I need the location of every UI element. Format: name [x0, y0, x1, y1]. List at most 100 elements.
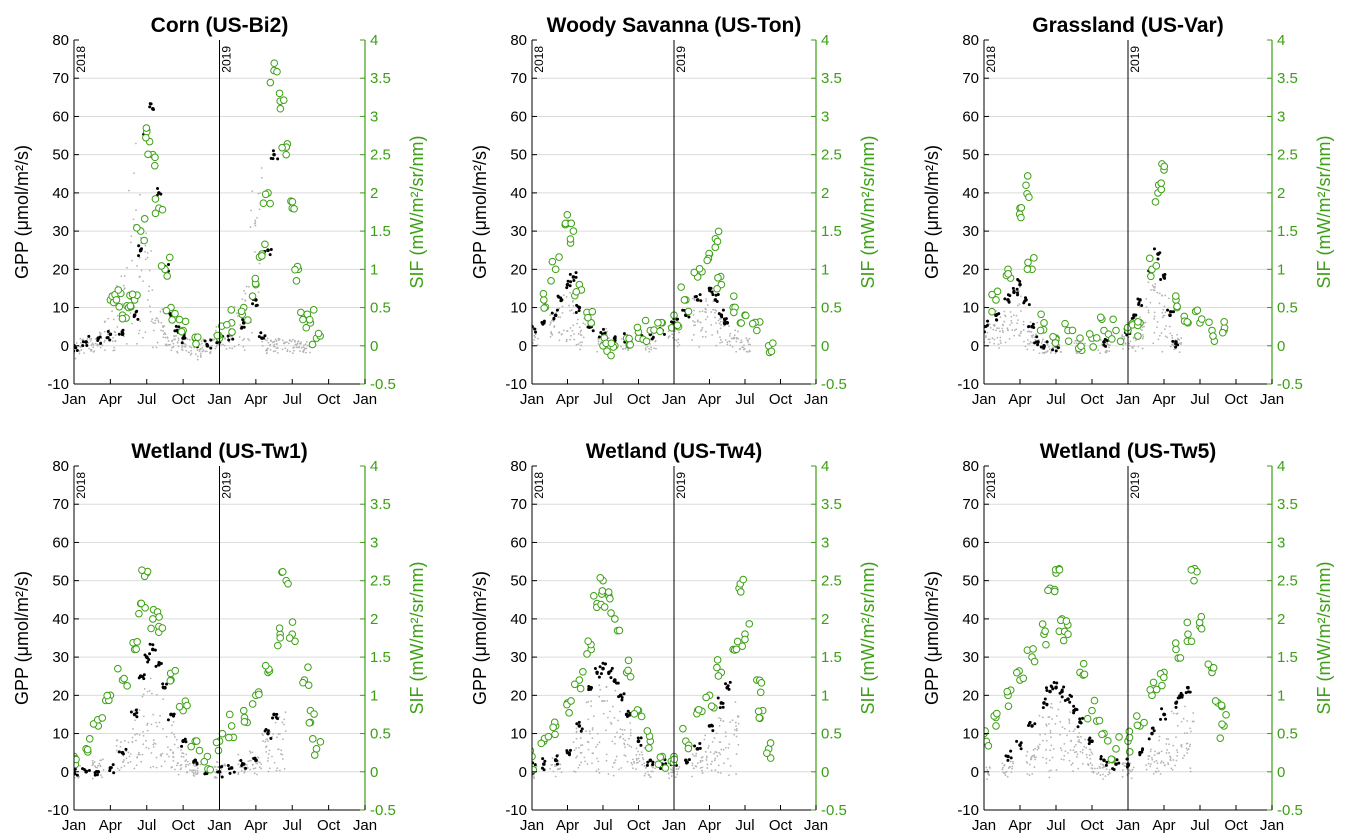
gpp-halfhourly-point — [194, 765, 196, 767]
gpp-halfhourly-point — [741, 346, 743, 349]
gpp-halfhourly-point — [200, 356, 202, 358]
gpp-halfhourly-point — [701, 328, 703, 331]
gpp-halfhourly-point — [181, 348, 183, 351]
gpp-daily-point — [96, 337, 100, 341]
gpp-halfhourly-point — [284, 341, 287, 344]
sif-point — [1211, 697, 1220, 705]
gpp-daily-point — [598, 665, 602, 669]
gpp-daily-point — [143, 653, 147, 657]
gpp-halfhourly-point — [1068, 722, 1071, 725]
x-tick-label: Jul — [137, 817, 156, 834]
sif-point — [168, 316, 176, 324]
left-tick-label: 80 — [962, 32, 979, 49]
gpp-halfhourly-point — [1121, 335, 1124, 338]
gpp-halfhourly-point — [602, 712, 605, 715]
gpp-halfhourly-point — [199, 354, 202, 357]
gpp-halfhourly-point — [1172, 744, 1175, 747]
gpp-halfhourly-point — [233, 306, 236, 308]
gpp-daily-point — [1042, 346, 1046, 350]
gpp-halfhourly-point — [244, 292, 247, 295]
gpp-halfhourly-point — [1159, 772, 1162, 775]
gpp-daily-point — [572, 279, 576, 283]
gpp-halfhourly-point — [716, 755, 719, 757]
gpp-halfhourly-point — [700, 330, 702, 332]
gpp-halfhourly-point — [172, 720, 175, 723]
gpp-daily-point — [1051, 348, 1055, 352]
gpp-halfhourly-point — [1071, 762, 1074, 765]
gpp-halfhourly-point — [1022, 329, 1025, 331]
gpp-halfhourly-point — [159, 310, 162, 313]
x-tick-label: Jul — [137, 391, 156, 408]
gpp-halfhourly-point — [1168, 325, 1171, 328]
gpp-daily-point — [1168, 313, 1172, 318]
gpp-halfhourly-point — [259, 761, 261, 764]
gpp-halfhourly-point — [196, 771, 199, 774]
gpp-daily-point — [136, 317, 140, 321]
gpp-halfhourly-point — [554, 763, 556, 766]
gpp-halfhourly-point — [1031, 773, 1034, 775]
gpp-halfhourly-point — [94, 337, 97, 340]
gpp-halfhourly-point — [213, 338, 215, 341]
right-tick-label: 0 — [821, 764, 829, 781]
gpp-halfhourly-point — [114, 340, 117, 343]
gpp-halfhourly-point — [1013, 329, 1016, 332]
x-tick-label: Jan — [1260, 817, 1284, 834]
gpp-daily-point — [106, 330, 110, 334]
gpp-halfhourly-point — [1083, 745, 1086, 748]
gpp-halfhourly-point — [616, 731, 618, 734]
gpp-halfhourly-point — [1034, 747, 1036, 750]
sif-point — [713, 663, 721, 672]
gpp-daily-point — [1045, 340, 1049, 344]
gpp-halfhourly-point — [1155, 771, 1158, 774]
gpp-daily-point — [271, 149, 275, 153]
right-tick-label: 3.5 — [1277, 70, 1298, 87]
sif-point — [1089, 343, 1097, 351]
sif-point — [187, 742, 195, 751]
gpp-halfhourly-point — [1153, 754, 1156, 756]
gpp-daily-point — [1150, 731, 1154, 736]
sif-point — [736, 588, 745, 596]
gpp-halfhourly-point — [633, 762, 636, 764]
gpp-halfhourly-point — [735, 728, 738, 730]
gpp-halfhourly-point — [257, 192, 260, 195]
x-tick-label: Jul — [593, 817, 612, 834]
gpp-daily-point — [639, 743, 643, 747]
gpp-daily-point — [571, 275, 576, 279]
gpp-daily-point — [565, 282, 570, 287]
gpp-halfhourly-point — [718, 751, 721, 754]
gpp-halfhourly-point — [635, 747, 638, 750]
gpp-halfhourly-point — [583, 756, 586, 759]
gpp-halfhourly-point — [156, 725, 159, 728]
gpp-halfhourly-point — [182, 755, 185, 758]
gpp-daily-point — [1027, 724, 1031, 728]
left-tick-label: 40 — [510, 611, 527, 628]
gpp-halfhourly-point — [1099, 763, 1102, 765]
gpp-halfhourly-point — [575, 747, 578, 749]
gpp-halfhourly-point — [1183, 732, 1186, 735]
gpp-halfhourly-point — [106, 333, 109, 335]
gpp-daily-point — [1008, 294, 1012, 298]
sif-point — [741, 635, 749, 644]
gpp-daily-point — [177, 325, 181, 329]
sif-point — [544, 732, 553, 741]
sif-point — [290, 204, 298, 213]
gpp-halfhourly-point — [305, 340, 308, 343]
gpp-halfhourly-point — [635, 754, 638, 756]
gpp-daily-point — [1015, 287, 1019, 291]
gpp-daily-point — [1166, 308, 1170, 312]
gpp-halfhourly-point — [125, 342, 128, 345]
gpp-halfhourly-point — [1168, 743, 1170, 746]
gpp-halfhourly-point — [1032, 754, 1034, 757]
gpp-halfhourly-point — [239, 323, 242, 326]
gpp-daily-point — [1055, 681, 1059, 685]
gpp-halfhourly-point — [1073, 342, 1076, 344]
gpp-halfhourly-point — [1048, 345, 1050, 348]
gpp-daily-point — [575, 722, 579, 726]
gpp-daily-point — [172, 712, 176, 716]
sif-point — [1095, 716, 1104, 725]
right-tick-label: -0.5 — [370, 802, 396, 819]
gpp-halfhourly-point — [707, 747, 710, 749]
gpp-halfhourly-point — [142, 734, 145, 737]
sif-point — [637, 712, 646, 721]
x-tick-label: Jul — [1046, 391, 1065, 408]
